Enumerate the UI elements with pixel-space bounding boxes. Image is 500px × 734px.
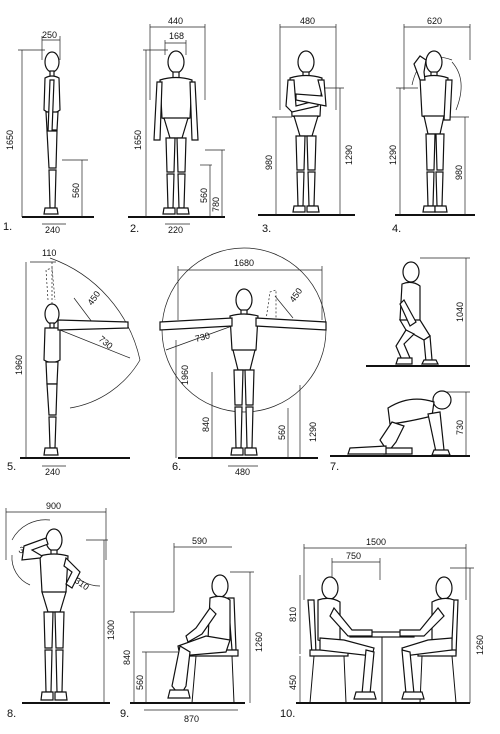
figure-4: 620 1290 980 4. <box>388 16 475 235</box>
fig6-dim-hand: 840 <box>201 417 211 432</box>
fig4-number: 4. <box>392 223 401 235</box>
figure-10: 1500 750 810 450 1260 <box>280 537 485 720</box>
figure-9: 590 840 560 1260 870 9. <box>120 536 264 724</box>
fig6-dim-span: 1680 <box>234 258 254 268</box>
fig6-dim-knee: 560 <box>277 425 287 440</box>
fig5-dim-radius: 730 <box>97 334 115 351</box>
fig3-dim-hands: 980 <box>264 155 274 170</box>
fig9-number: 9. <box>120 708 129 720</box>
fig8-number: 8. <box>7 708 16 720</box>
fig2-dim-hand: 560 <box>199 188 209 203</box>
fig5-dim-height: 1960 <box>14 355 24 375</box>
fig2-dim-base: 220 <box>168 225 183 235</box>
fig1-dim-base: 240 <box>45 225 60 235</box>
fig10-dim-upper: 810 <box>288 607 298 622</box>
fig10-dim-seat: 450 <box>288 675 298 690</box>
fig4-dim-width: 620 <box>427 16 442 26</box>
fig10-dim-total: 1260 <box>475 635 485 655</box>
fig2-dim-elbow: 780 <box>211 197 221 212</box>
fig5-dim-arm: 450 <box>85 289 102 307</box>
fig9-dim-depth: 590 <box>192 536 207 546</box>
fig5-dim-base: 240 <box>45 467 60 477</box>
fig5-number: 5. <box>7 461 16 473</box>
fig10-dim-span: 1500 <box>366 537 386 547</box>
fig1-dim-hand: 560 <box>71 183 81 198</box>
fig10-number: 10. <box>280 708 295 720</box>
figure-8: 900 310 310 1300 8. <box>5 501 116 720</box>
fig7-number: 7. <box>330 461 339 473</box>
figure-3: 480 980 1290 3. <box>258 16 355 235</box>
fig4-dim-elbow: 1290 <box>388 145 398 165</box>
fig6-dim-arm: 450 <box>287 286 304 304</box>
fig1-dim-height: 1650 <box>5 130 15 150</box>
fig6-dim-radius: 730 <box>194 330 211 344</box>
fig2-number: 2. <box>130 223 139 235</box>
figure-6: 1680 450 730 1960 840 560 1290 480 6. <box>159 247 327 477</box>
fig6-dim-base: 480 <box>235 467 250 477</box>
fig9-dim-depth-total: 870 <box>184 714 199 724</box>
fig8-dim-height: 1300 <box>106 620 116 640</box>
fig5-dim-reach-top: 110 <box>42 248 56 258</box>
fig7-dim-squat: 1040 <box>455 302 465 322</box>
fig1-number: 1. <box>3 221 12 233</box>
fig9-dim-elbow: 840 <box>122 650 132 665</box>
fig3-dim-elbow: 1290 <box>344 145 354 165</box>
figure-1: 250 1650 560 240 1. <box>3 30 94 235</box>
figure-2: 440 168 1650 560 780 220 2. <box>128 16 225 235</box>
fig6-dim-elbow: 1290 <box>308 422 318 442</box>
fig3-dim-width: 480 <box>300 16 315 26</box>
fig2-dim-head: 168 <box>169 31 184 41</box>
fig2-dim-height: 1650 <box>133 130 143 150</box>
fig2-dim-width: 440 <box>168 16 183 26</box>
fig4-dim-hand: 980 <box>454 165 464 180</box>
fig6-number: 6. <box>172 461 181 473</box>
fig9-dim-seat: 560 <box>135 675 145 690</box>
fig8-dim-width: 900 <box>46 501 61 511</box>
fig7-dim-crawl: 730 <box>455 420 465 435</box>
fig6-dim-height: 1960 <box>180 365 190 385</box>
figure-5: 110 450 730 1960 240 5. <box>7 248 141 477</box>
figure-7: 1040 730 7. <box>330 257 470 473</box>
fig1-dim-width: 250 <box>42 30 57 40</box>
fig3-number: 3. <box>262 223 271 235</box>
fig9-dim-total: 1260 <box>254 632 264 652</box>
fig10-dim-half: 750 <box>346 551 361 561</box>
